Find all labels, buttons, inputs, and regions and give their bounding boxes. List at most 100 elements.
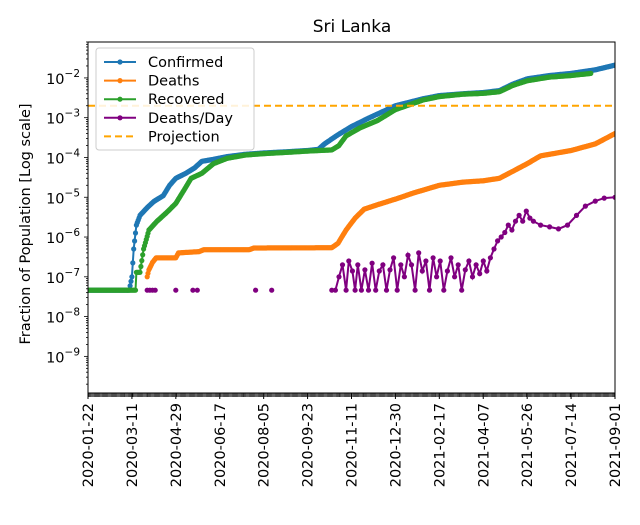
data-point <box>491 246 497 252</box>
data-point <box>592 198 598 204</box>
x-tick-label: 2020-12-30 <box>388 403 404 487</box>
x-tick-label: 2021-07-14 <box>564 403 580 487</box>
data-point <box>401 274 407 280</box>
data-point <box>455 262 461 268</box>
data-point <box>582 203 589 209</box>
data-point <box>538 222 544 228</box>
data-point <box>152 287 158 293</box>
legend-marker <box>117 115 123 121</box>
x-tick-label: 2020-03-11 <box>125 403 141 487</box>
data-point <box>547 224 553 230</box>
data-point <box>452 274 458 280</box>
data-point <box>495 238 501 244</box>
y-tick-label: 10−5 <box>46 187 80 207</box>
y-tick-label: 10−3 <box>46 108 80 128</box>
data-point <box>329 287 335 293</box>
data-point <box>437 258 443 264</box>
data-point <box>173 287 179 293</box>
data-point <box>480 258 486 264</box>
data-point <box>383 287 390 293</box>
data-point <box>601 195 607 201</box>
data-point <box>473 262 479 268</box>
data-point <box>564 222 571 228</box>
x-tick-label: 2020-06-17 <box>213 403 229 487</box>
x-tick-label: 2020-08-05 <box>257 403 273 487</box>
legend-label: Deaths <box>148 74 199 90</box>
data-point <box>588 70 594 76</box>
legend-item-deaths-day: Deaths/Day <box>104 111 233 127</box>
data-point <box>462 267 468 273</box>
data-point <box>505 222 511 228</box>
legend-item-deaths: Deaths <box>104 74 199 90</box>
data-point <box>555 226 562 232</box>
y-tick-label: 10−6 <box>46 227 80 247</box>
data-point <box>130 260 136 266</box>
data-point <box>434 274 440 280</box>
data-point <box>448 255 454 261</box>
x-tick-label: 2021-05-26 <box>520 403 536 487</box>
x-tick-label: 2020-09-23 <box>301 403 317 487</box>
data-point <box>369 260 375 266</box>
data-point <box>487 255 493 261</box>
data-point <box>612 130 615 137</box>
data-point <box>412 287 418 293</box>
x-tick-label: 2020-04-29 <box>169 403 185 487</box>
series-recovered <box>88 70 594 293</box>
series-deaths <box>144 130 615 280</box>
data-point <box>612 194 615 200</box>
legend-label: Confirmed <box>148 55 223 71</box>
x-tick-label: 2020-11-11 <box>345 403 361 487</box>
data-point <box>269 287 275 293</box>
data-point <box>132 287 139 293</box>
data-point <box>441 287 447 293</box>
legend-box <box>95 47 255 151</box>
data-point <box>127 283 133 289</box>
data-point <box>128 278 134 284</box>
data-point <box>430 255 436 261</box>
data-point <box>466 258 472 264</box>
legend-label: Projection <box>148 129 220 145</box>
data-point <box>140 252 146 258</box>
data-point <box>355 262 361 268</box>
data-point <box>527 215 533 221</box>
y-tick-label: 10−7 <box>46 267 80 287</box>
data-point <box>362 267 368 273</box>
legend-marker <box>117 78 123 84</box>
x-axis-ticks: 2020-01-22 2020-03-11 2020-04-29 2020-06-17… <box>81 393 624 487</box>
data-point <box>336 274 342 280</box>
data-point <box>138 263 144 270</box>
data-point <box>416 250 422 256</box>
data-point <box>612 62 615 68</box>
data-point <box>419 268 425 274</box>
data-point <box>132 238 138 244</box>
data-point <box>194 287 200 293</box>
data-point <box>365 287 372 293</box>
data-point <box>398 262 404 268</box>
data-point <box>349 268 355 274</box>
legend-label: Recovered <box>148 92 224 108</box>
data-point <box>459 287 465 293</box>
data-point <box>512 218 519 224</box>
data-point <box>502 229 508 236</box>
data-point <box>573 212 580 218</box>
data-point <box>523 208 529 214</box>
y-tick-label: 10−4 <box>46 147 80 167</box>
data-point <box>530 218 537 224</box>
data-point <box>516 212 522 218</box>
data-point <box>498 234 504 240</box>
legend-item-projection: Projection <box>104 129 220 145</box>
data-point <box>426 287 433 293</box>
data-point <box>332 287 338 293</box>
data-point <box>139 258 145 264</box>
data-point <box>358 287 364 293</box>
x-tick-label: 2021-09-01 <box>608 403 624 487</box>
x-tick-label: 2021-04-07 <box>476 403 492 487</box>
data-point <box>509 227 515 233</box>
data-point <box>373 287 379 293</box>
data-point <box>387 267 393 273</box>
data-point <box>405 252 411 258</box>
series-deaths-day <box>144 194 615 293</box>
x-tick-label: 2020-01-22 <box>81 403 97 487</box>
